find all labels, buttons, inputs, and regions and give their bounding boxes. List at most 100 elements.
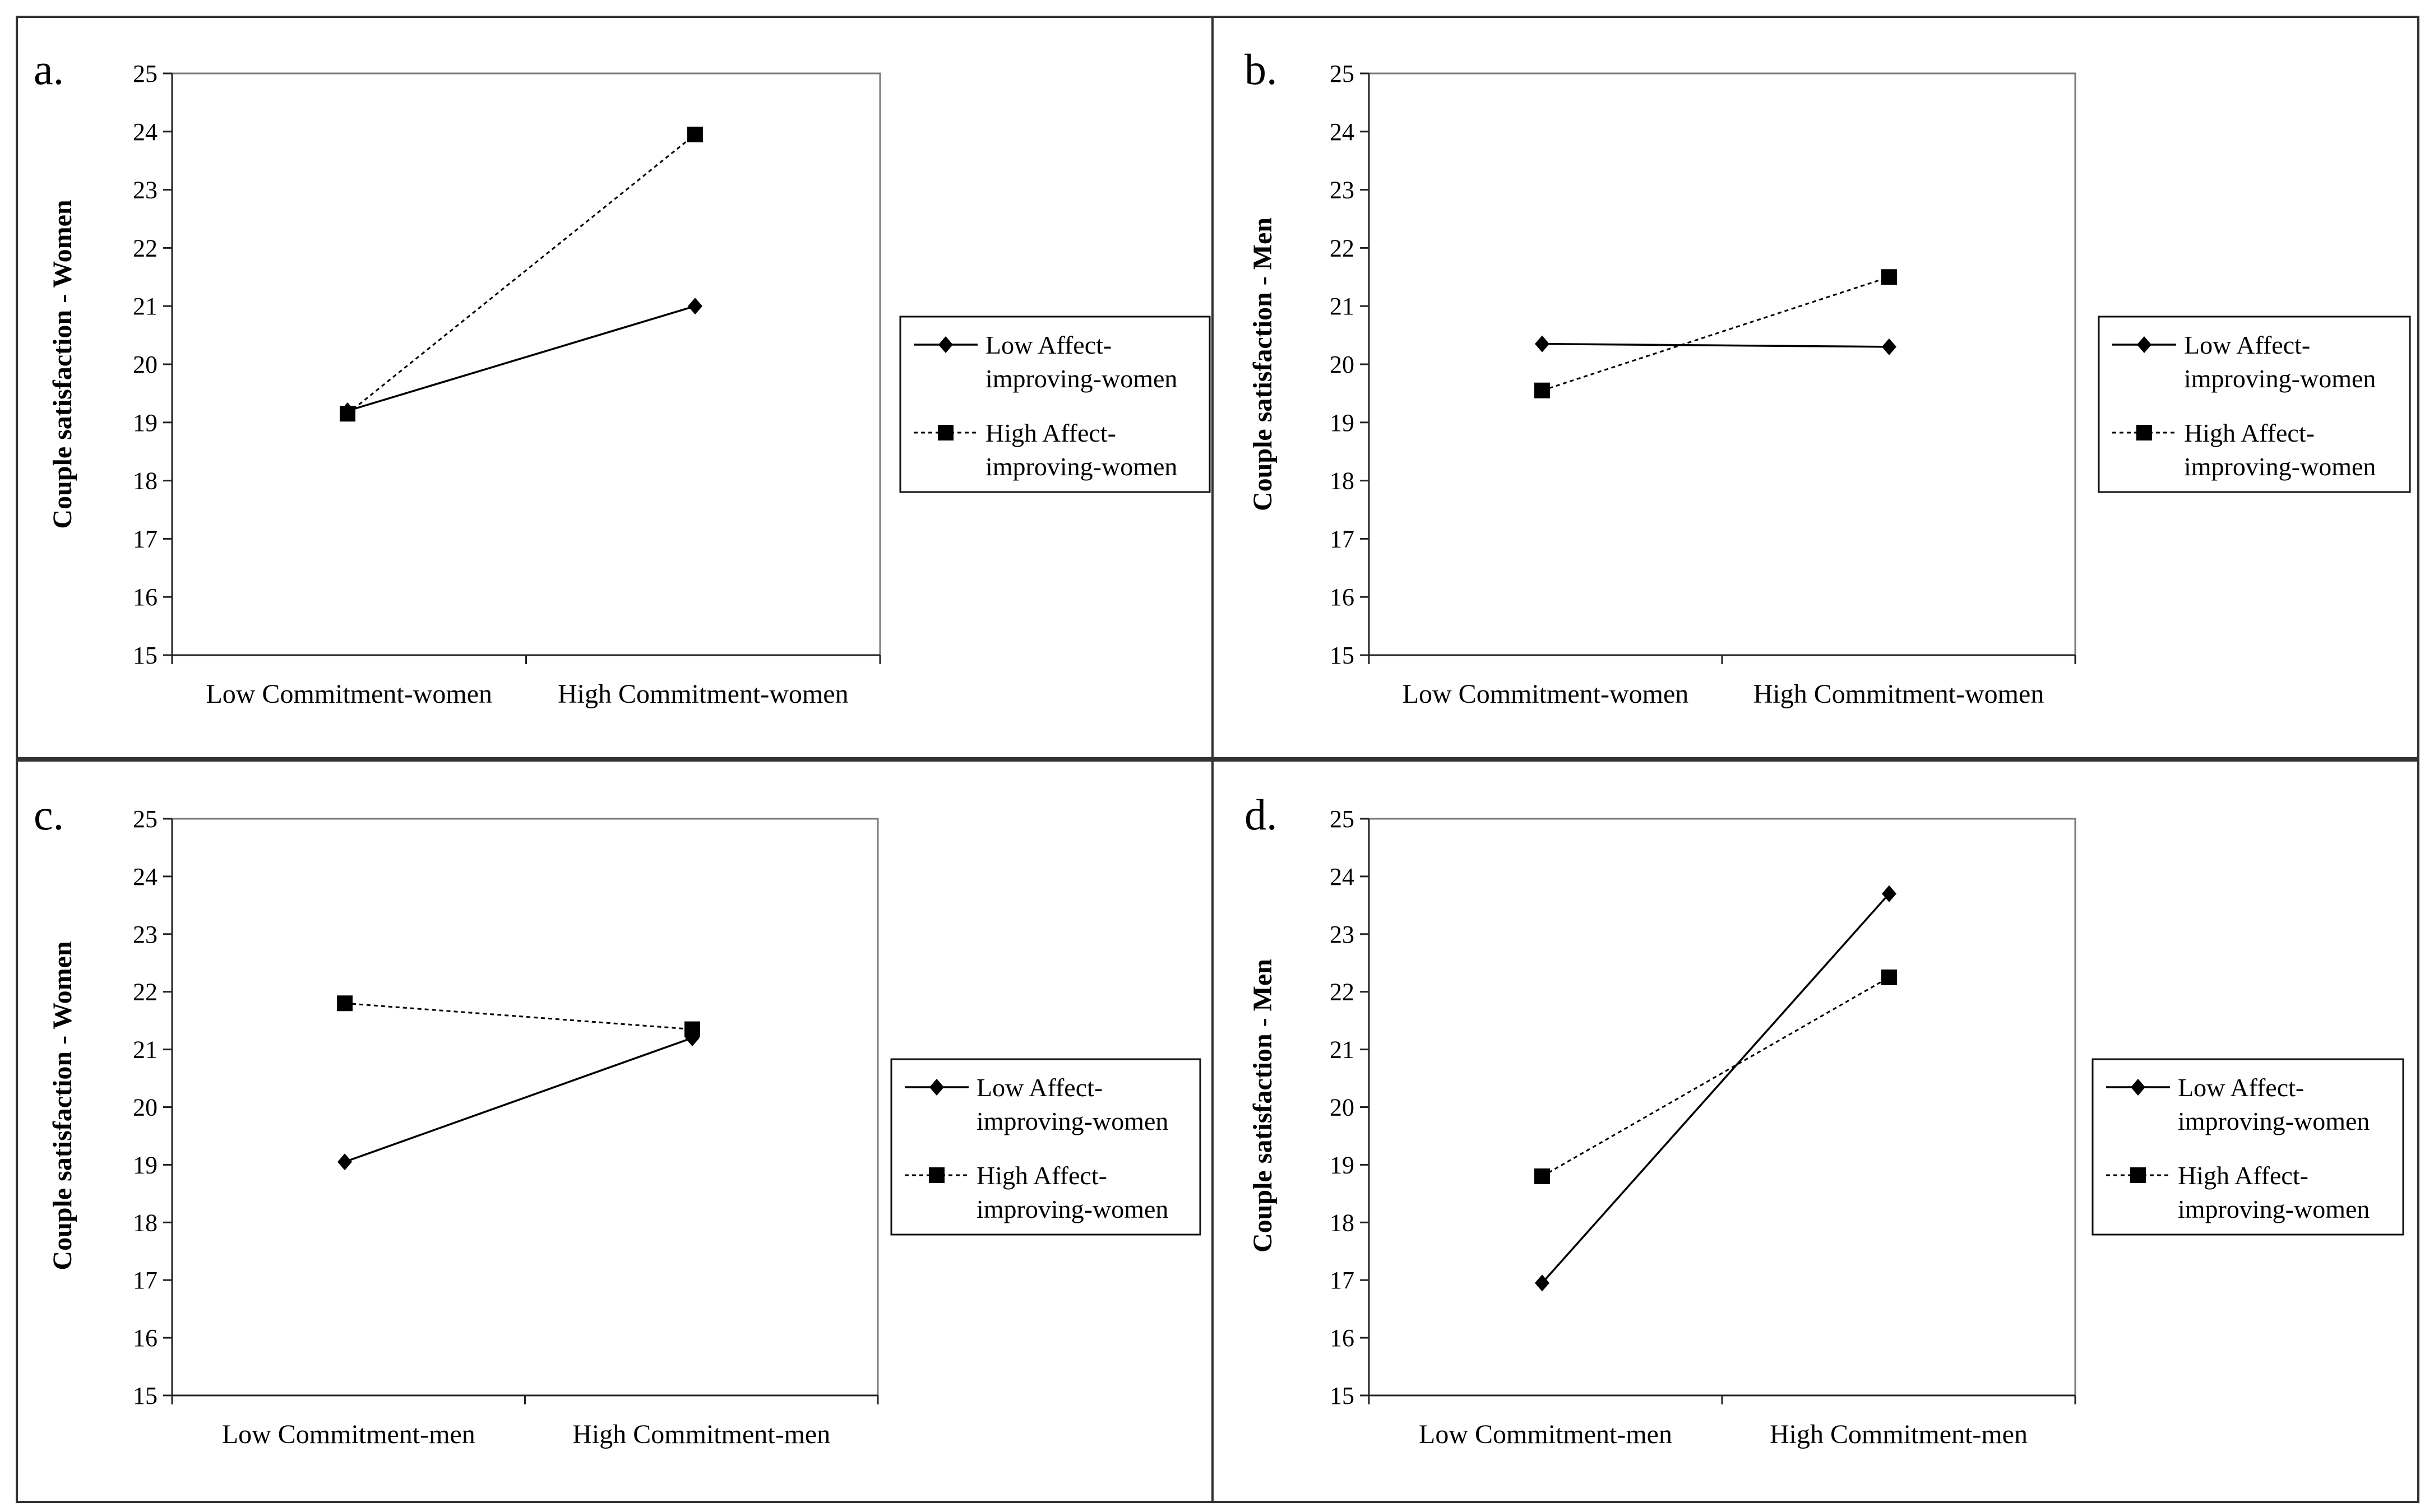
chart-panel-a: 15 16 17 18 19 20 21 22 23 24 25 Low Commitment-wom… bbox=[34, 45, 1211, 709]
y-tick-label: 18 bbox=[133, 467, 158, 495]
y-tick-label: 24 bbox=[1330, 863, 1354, 890]
y-axis-title: Couple satisfaction - Women bbox=[48, 941, 77, 1270]
y-tick-label: 25 bbox=[133, 805, 158, 833]
legend: Low Affect-improving-women High Affect-im… bbox=[890, 1058, 1201, 1236]
y-tick-label: 22 bbox=[1330, 978, 1354, 1006]
y-tick-label: 22 bbox=[1330, 234, 1354, 262]
y-tick-label: 21 bbox=[1330, 293, 1354, 320]
y-tick-label: 25 bbox=[1330, 805, 1354, 833]
legend-entry-text: improving-women bbox=[985, 364, 1177, 393]
y-tick-label: 20 bbox=[1330, 351, 1354, 378]
y-axis-title: Couple satisfaction - Women bbox=[48, 200, 77, 528]
data-point-diamond bbox=[1535, 1274, 1549, 1292]
y-tick-label: 23 bbox=[133, 177, 158, 204]
series-line-low bbox=[1542, 342, 1890, 348]
y-tick-label: 19 bbox=[1330, 409, 1354, 437]
y-tick-label: 22 bbox=[133, 978, 158, 1006]
legend-marker-square bbox=[2130, 1167, 2146, 1183]
legend-entry-text: Low Affect- bbox=[985, 331, 1112, 359]
legend-entry-text: High Affect- bbox=[2178, 1161, 2308, 1190]
y-axis-title: Couple satisfaction - Men bbox=[1248, 217, 1278, 511]
y-tick-label: 18 bbox=[1330, 1209, 1354, 1236]
y-tick-label: 24 bbox=[133, 118, 158, 146]
legend: Low Affect-improving-women High Affect-im… bbox=[899, 316, 1211, 493]
y-tick-label: 22 bbox=[133, 234, 158, 262]
data-point-square bbox=[1534, 382, 1550, 398]
legend-marker-square bbox=[2136, 425, 2152, 440]
data-point-diamond bbox=[688, 298, 702, 315]
panel-label: d. bbox=[1244, 790, 1278, 839]
data-point-square bbox=[1881, 269, 1897, 285]
series-line-low bbox=[344, 1037, 693, 1163]
legend-entry-text: High Affect- bbox=[2184, 419, 2315, 447]
y-tick-label: 20 bbox=[133, 351, 158, 378]
legend-entry-text: improving-women bbox=[977, 1195, 1168, 1223]
data-point-diamond bbox=[1882, 338, 1896, 355]
y-tick-label: 17 bbox=[1330, 1267, 1354, 1294]
panel-label: c. bbox=[34, 790, 64, 839]
panel-label: b. bbox=[1244, 45, 1278, 94]
data-point-square bbox=[684, 1021, 700, 1037]
y-tick-label: 24 bbox=[1330, 118, 1354, 146]
data-point-diamond bbox=[1535, 335, 1549, 353]
legend-entry-text: High Affect- bbox=[985, 419, 1116, 447]
x-category-label: High Commitment-women bbox=[558, 679, 849, 709]
series-line-high bbox=[1542, 976, 1890, 1177]
legend: Low Affect-improving-women High Affect-im… bbox=[2098, 316, 2411, 493]
y-tick-label: 17 bbox=[1330, 525, 1354, 553]
y-tick-label: 17 bbox=[133, 525, 158, 553]
x-category-label: Low Commitment-women bbox=[1403, 679, 1689, 709]
data-point-square bbox=[340, 406, 355, 422]
y-tick-label: 17 bbox=[133, 1267, 158, 1294]
y-tick-label: 19 bbox=[133, 1151, 158, 1179]
y-tick-label: 24 bbox=[133, 863, 158, 890]
y-tick-label: 18 bbox=[1330, 467, 1354, 495]
data-point-square bbox=[687, 126, 703, 142]
chart-panel-c: 15 16 17 18 19 20 21 22 23 24 25 Low Commitment-men… bbox=[34, 790, 1201, 1449]
legend-entry-text: Low Affect- bbox=[2184, 331, 2310, 359]
data-point-square bbox=[337, 995, 353, 1012]
series-line-low bbox=[1541, 893, 1890, 1284]
series-line-low bbox=[347, 305, 696, 412]
y-tick-label: 15 bbox=[133, 642, 158, 669]
panel-frame bbox=[1211, 759, 2419, 1503]
legend-marker-diamond bbox=[2137, 336, 2151, 353]
y-axis-title: Couple satisfaction - Men bbox=[1248, 959, 1278, 1253]
x-category-label: Low Commitment-men bbox=[222, 1420, 475, 1449]
y-tick-label: 15 bbox=[133, 1382, 158, 1409]
x-category-label: High Commitment-men bbox=[1770, 1420, 2028, 1449]
legend-entry-text: improving-women bbox=[2178, 1195, 2370, 1223]
legend-entry-text: improving-women bbox=[985, 452, 1177, 481]
y-tick-label: 21 bbox=[133, 293, 158, 320]
y-tick-label: 19 bbox=[133, 409, 158, 437]
legend-marker-diamond bbox=[938, 336, 953, 353]
y-tick-label: 23 bbox=[1330, 177, 1354, 204]
y-tick-label: 21 bbox=[133, 1036, 158, 1064]
legend-box bbox=[2091, 1058, 2404, 1236]
panel-label: a. bbox=[34, 45, 64, 94]
x-category-label: High Commitment-women bbox=[1753, 679, 2044, 709]
y-tick-label: 15 bbox=[1330, 1382, 1354, 1409]
legend-marker-diamond bbox=[2131, 1079, 2145, 1096]
y-tick-label: 16 bbox=[1330, 1324, 1354, 1352]
legend-entry-text: improving-women bbox=[977, 1107, 1168, 1135]
chart-panel-b: 15 16 17 18 19 20 21 22 23 24 25 Low Commitment-wom… bbox=[1244, 45, 2411, 709]
y-tick-label: 20 bbox=[1330, 1094, 1354, 1121]
data-point-square bbox=[1534, 1168, 1550, 1184]
x-category-label: Low Commitment-women bbox=[206, 679, 492, 709]
legend-entry-text: Low Affect- bbox=[977, 1073, 1103, 1102]
y-tick-label: 20 bbox=[133, 1094, 158, 1121]
y-tick-label: 19 bbox=[1330, 1151, 1354, 1179]
legend-entry-text: improving-women bbox=[2184, 364, 2376, 393]
series-line-high bbox=[347, 133, 696, 415]
legend-entry-text: improving-women bbox=[2184, 452, 2376, 481]
data-point-square bbox=[1881, 969, 1897, 985]
x-category-label: High Commitment-men bbox=[572, 1420, 830, 1449]
y-tick-label: 25 bbox=[1330, 60, 1354, 87]
y-tick-label: 16 bbox=[133, 1324, 158, 1352]
x-category-label: Low Commitment-men bbox=[1419, 1420, 1672, 1449]
y-tick-label: 23 bbox=[133, 921, 158, 948]
legend-box bbox=[2098, 316, 2411, 493]
y-tick-label: 16 bbox=[1330, 583, 1354, 611]
